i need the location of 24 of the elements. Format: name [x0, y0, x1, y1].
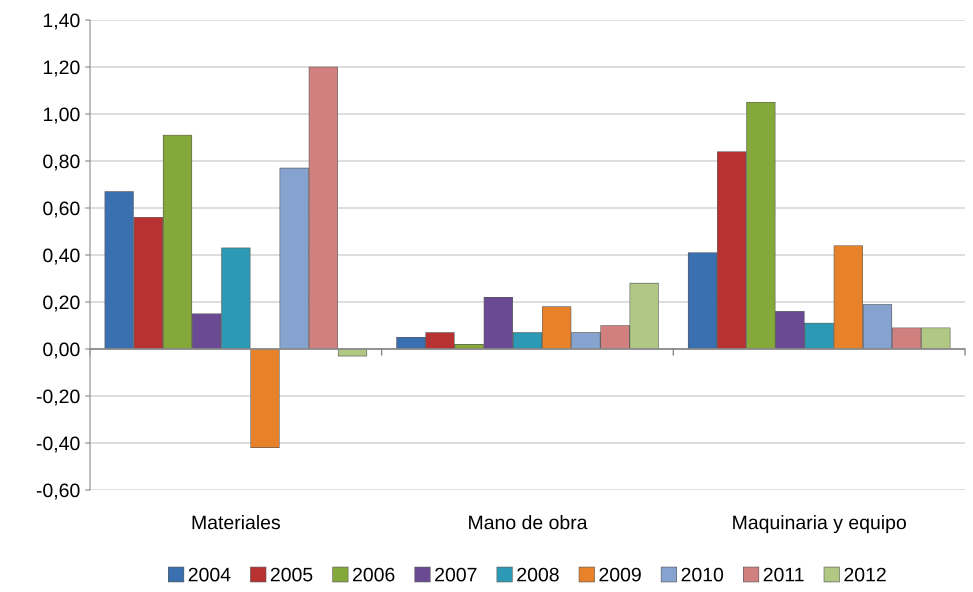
legend-label: 2010 — [682, 568, 724, 582]
legend-label: 2006 — [353, 568, 394, 582]
x-tick-label: Mano de obra — [469, 515, 588, 530]
y-tick-label: -0,20 — [36, 389, 80, 406]
y-tick-label: 0,20 — [43, 295, 80, 312]
legend-label: 2007 — [435, 568, 476, 582]
y-tick-label: 0,40 — [43, 248, 80, 265]
y-tick-label: 1,20 — [44, 60, 80, 77]
legend-label: 2008 — [517, 568, 559, 582]
legend-label: 2004 — [188, 568, 230, 582]
x-tick-label: Materiales — [192, 515, 280, 530]
y-tick-label: 1,00 — [44, 107, 80, 124]
y-tick-label: 1,40 — [44, 13, 80, 30]
bar — [250, 348, 280, 448]
legend-label: 2005 — [270, 568, 312, 582]
y-tick-label: 0,80 — [43, 154, 80, 171]
x-tick-label: Maquinaria y equipo — [733, 515, 906, 534]
legend-label: 2011 — [764, 568, 804, 582]
legend-label: 2012 — [844, 568, 886, 582]
y-tick-label: 0,60 — [43, 201, 80, 218]
y-tick-label: 0,00 — [43, 342, 80, 359]
y-tick-label: -0,60 — [36, 483, 80, 500]
y-tick-label: -0,40 — [36, 436, 80, 453]
legend-label: 2009 — [599, 568, 641, 582]
